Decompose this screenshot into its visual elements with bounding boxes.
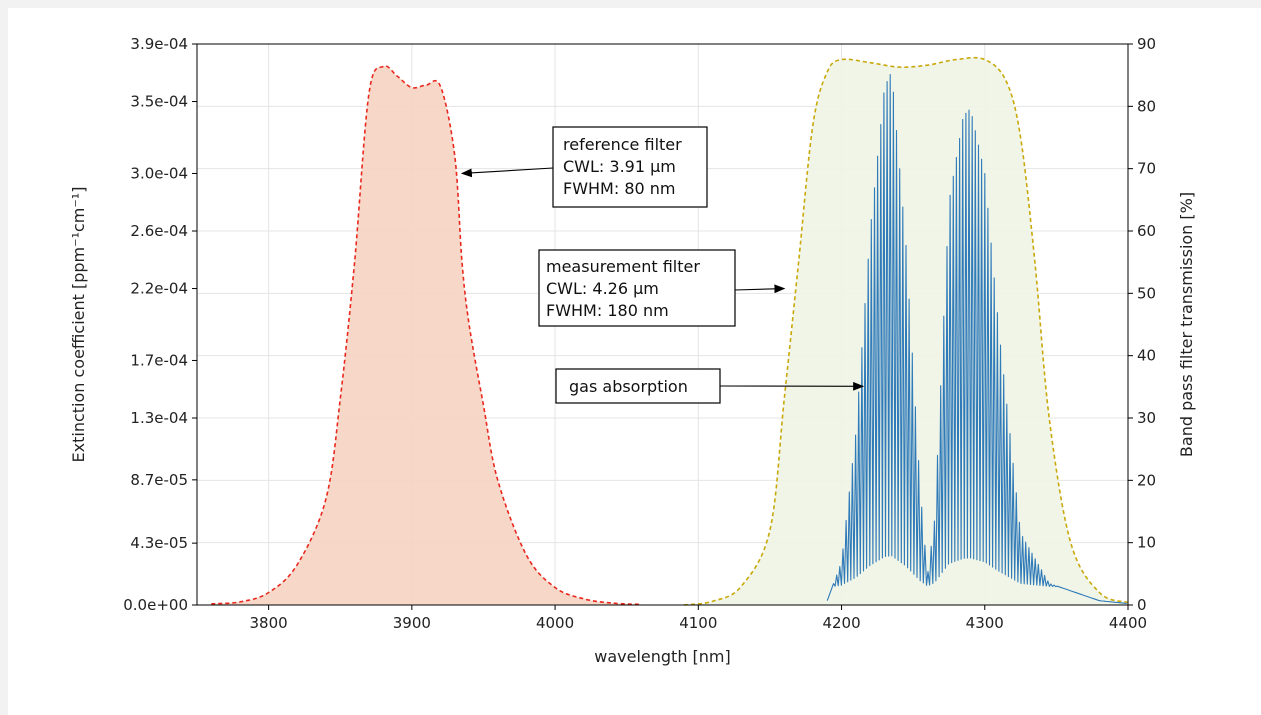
x-tick-label: 3800 xyxy=(250,614,288,632)
right-y-tick-label: 70 xyxy=(1137,160,1156,178)
annotation-box xyxy=(555,368,721,404)
left-y-tick-label: 1.3e-04 xyxy=(130,409,188,427)
annotation-text: reference filter xyxy=(563,135,682,154)
annotation-arrow xyxy=(460,167,554,178)
annotation-arrow xyxy=(734,284,786,294)
plot-area xyxy=(196,43,1129,606)
series-lines xyxy=(211,56,1129,606)
left-y-tick-label: 3.9e-04 xyxy=(130,35,188,53)
annotation-text: gas absorption xyxy=(569,377,688,396)
right-y-tick-label: 0 xyxy=(1137,596,1147,614)
x-tick-label: 4400 xyxy=(1109,614,1147,632)
right-y-tick-label: 80 xyxy=(1137,97,1156,115)
measurement-filter-curve xyxy=(683,56,1129,606)
x-axis-label: wavelength [nm] xyxy=(594,647,731,666)
right-y-tick-label: 50 xyxy=(1137,284,1156,302)
annotation-box xyxy=(552,126,708,208)
gas-absorption-spectrum xyxy=(826,73,1127,604)
reference-filter-curve-fill xyxy=(211,65,642,606)
left-y-tick-label: 3.0e-04 xyxy=(130,164,188,182)
annotation-text: CWL: 3.91 µm xyxy=(563,157,676,176)
left-y-tick-label: 3.5e-04 xyxy=(130,93,188,111)
left-y-axis-label: Extinction coefficient [ppm⁻¹cm⁻¹] xyxy=(69,187,88,463)
left-y-tick-label: 4.3e-05 xyxy=(130,534,188,552)
right-y-tick-label: 30 xyxy=(1137,409,1156,427)
left-y-tick-label: 2.2e-04 xyxy=(130,280,188,298)
x-tick-label: 4300 xyxy=(966,614,1004,632)
annotation-box xyxy=(538,249,736,327)
reference-filter-curve xyxy=(211,65,642,606)
x-tick-label: 3900 xyxy=(393,614,431,632)
right-y-tick-label: 10 xyxy=(1137,534,1156,552)
annotation-text: CWL: 4.26 µm xyxy=(546,279,659,298)
x-axis-ticks: 3800 3900 4000 4100 4200 4300 4400 xyxy=(250,605,1147,632)
annotation-text: FWHM: 180 nm xyxy=(546,301,669,320)
left-y-tick-label: 0.0e+00 xyxy=(123,596,188,614)
right-y-tick-label: 60 xyxy=(1137,222,1156,240)
annotation-text: FWHM: 80 nm xyxy=(563,179,676,198)
left-y-tick-label: 2.6e-04 xyxy=(130,222,188,240)
left-y-tick-label: 8.7e-05 xyxy=(130,471,188,489)
annotations: reference filter CWL: 3.91 µm FWHM: 80 nm m… xyxy=(460,126,865,404)
x-tick-label: 4000 xyxy=(536,614,574,632)
x-tick-label: 4100 xyxy=(679,614,717,632)
right-y-tick-label: 90 xyxy=(1137,35,1156,53)
left-y-axis-ticks: 0.0e+00 4.3e-05 8.7e-05 1.3e-04 1.7e-04 2.2e-… xyxy=(123,35,197,614)
left-y-tick-label: 1.7e-04 xyxy=(130,351,188,369)
annotation-text: measurement filter xyxy=(546,257,700,276)
right-y-axis-ticks: 0 10 20 30 40 50 60 70 80 90 xyxy=(1128,35,1156,614)
x-tick-label: 4200 xyxy=(822,614,860,632)
right-y-tick-label: 20 xyxy=(1137,471,1156,489)
right-y-tick-label: 40 xyxy=(1137,347,1156,365)
right-y-axis-label: Band pass filter transmission [%] xyxy=(1177,192,1196,457)
